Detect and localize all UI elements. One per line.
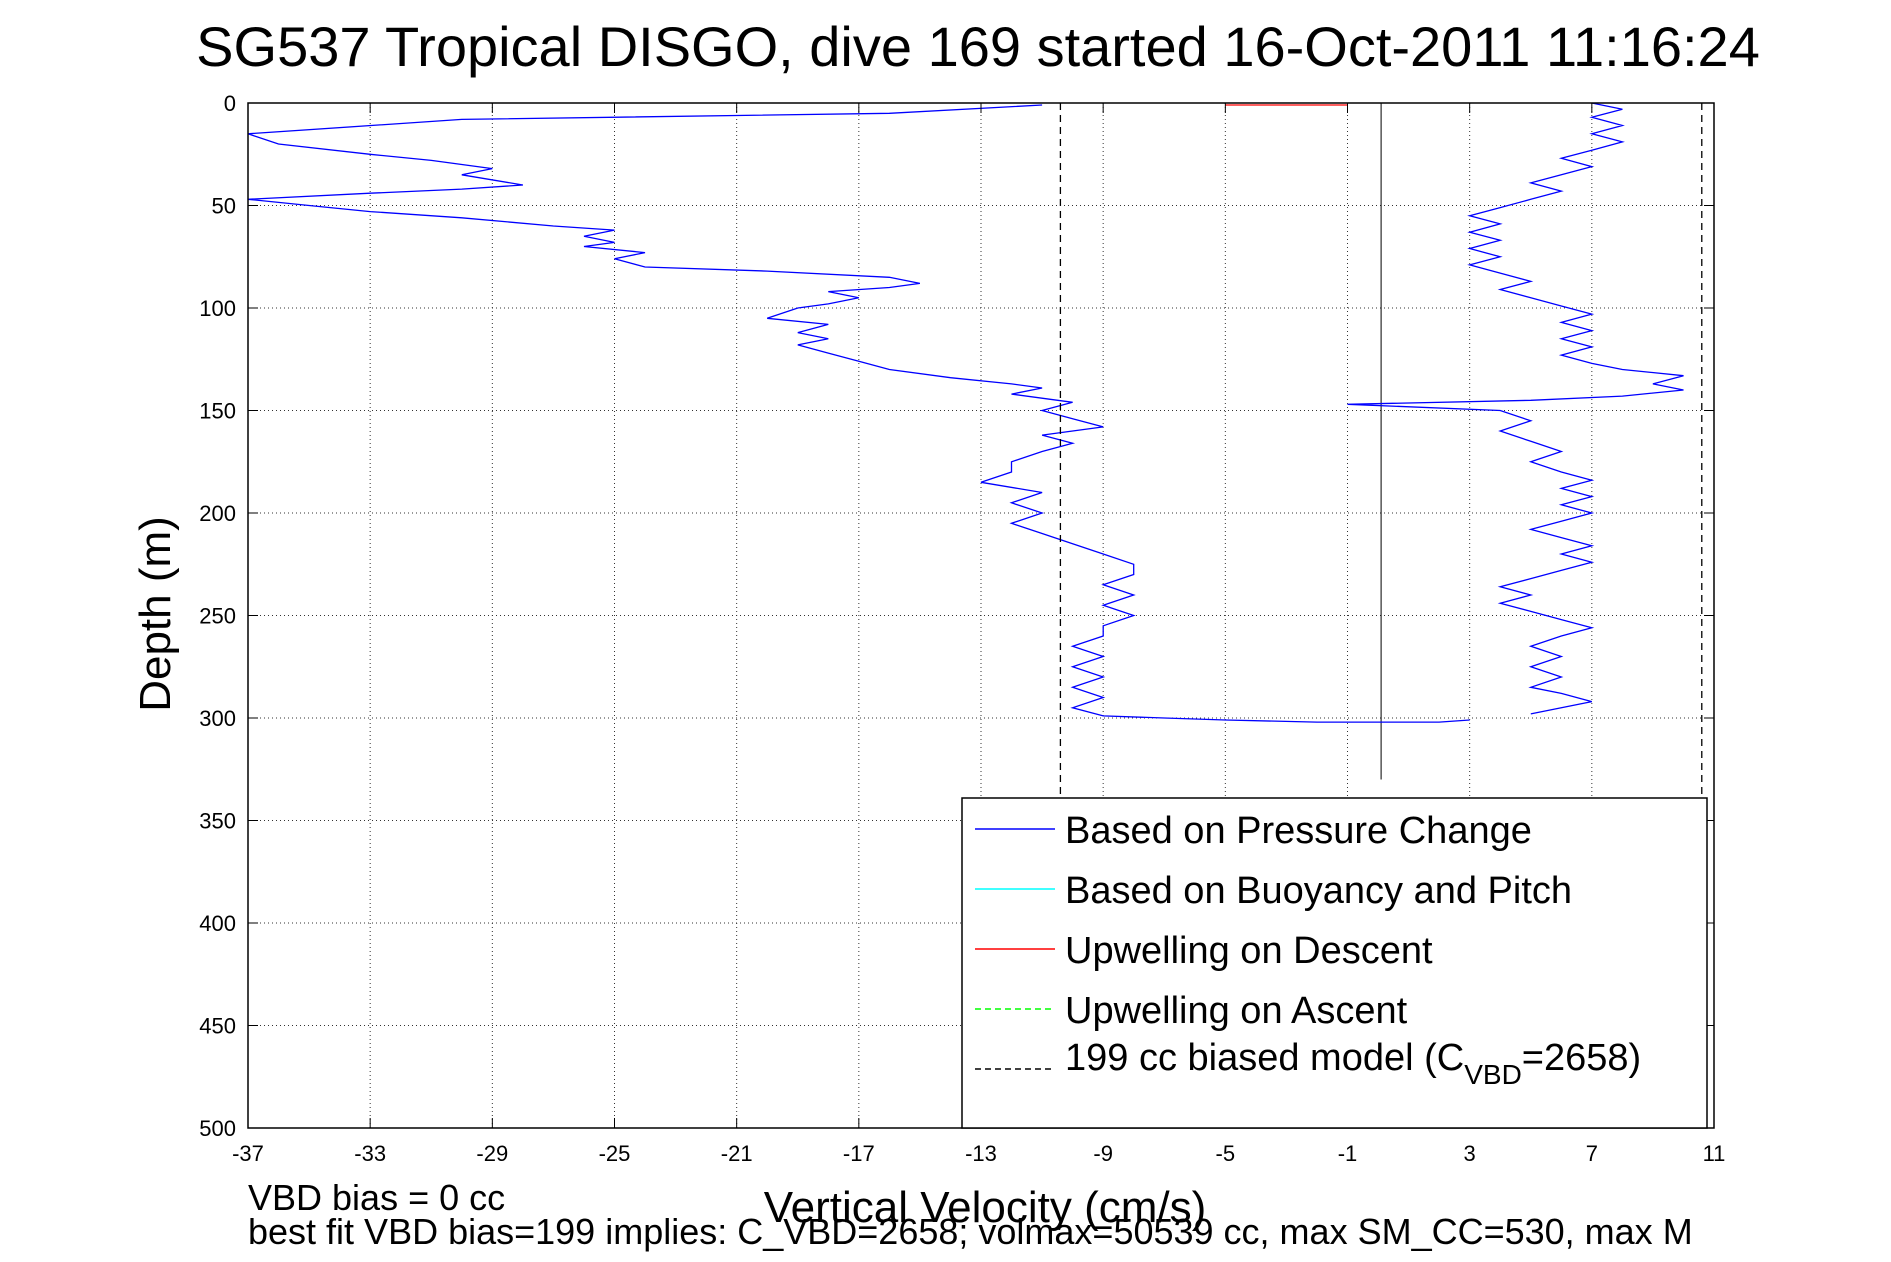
x-tick-label: 11 bbox=[1703, 1141, 1726, 1166]
x-tick-label: -1 bbox=[1338, 1141, 1358, 1166]
y-tick-label: 0 bbox=[224, 91, 236, 116]
legend-label-up-ascent: Upwelling on Ascent bbox=[1065, 990, 1408, 1032]
y-tick-label: 150 bbox=[199, 399, 236, 424]
x-tick-label: -29 bbox=[476, 1141, 508, 1166]
y-tick-label: 350 bbox=[199, 809, 236, 834]
chart-title: SG537 Tropical DISGO, dive 169 started 1… bbox=[196, 15, 1760, 78]
y-tick-label: 400 bbox=[199, 911, 236, 936]
footnote-line-2: best fit VBD bias=199 implies: C_VBD=265… bbox=[248, 1211, 1693, 1252]
y-axis-label: Depth (m) bbox=[131, 516, 180, 712]
x-tick-label: -37 bbox=[232, 1141, 264, 1166]
y-axis-ticks: 0 50 100 150 200 250 300 350 400 450 500 bbox=[199, 91, 1714, 1141]
y-tick-label: 200 bbox=[199, 501, 236, 526]
x-tick-label: -33 bbox=[354, 1141, 386, 1166]
series-pressure-line bbox=[247, 104, 1470, 723]
x-tick-label: -21 bbox=[721, 1141, 753, 1166]
x-axis-label: Vertical Velocity (cm/s) bbox=[764, 1183, 1207, 1232]
x-tick-label: -25 bbox=[599, 1141, 631, 1166]
legend: Based on Pressure Change Based on Buoyan… bbox=[961, 797, 1708, 1129]
x-tick-label: -13 bbox=[965, 1141, 997, 1166]
legend-label-pressure: Based on Pressure Change bbox=[1065, 810, 1532, 852]
y-tick-label: 250 bbox=[199, 604, 236, 629]
y-tick-label: 500 bbox=[199, 1116, 236, 1141]
y-tick-label: 450 bbox=[199, 1014, 236, 1039]
x-tick-label: 7 bbox=[1586, 1141, 1598, 1166]
x-tick-label: -5 bbox=[1216, 1141, 1236, 1166]
x-tick-label: -17 bbox=[843, 1141, 875, 1166]
legend-box bbox=[961, 797, 1708, 1129]
footnote-line-1: VBD bias = 0 cc bbox=[248, 1177, 505, 1218]
y-tick-label: 100 bbox=[199, 296, 236, 321]
legend-label-buoyancy: Based on Buoyancy and Pitch bbox=[1065, 870, 1572, 912]
series-pressure-line bbox=[1347, 102, 1684, 715]
y-tick-label: 50 bbox=[212, 194, 236, 219]
legend-label-up-descent: Upwelling on Descent bbox=[1065, 930, 1433, 972]
x-tick-label: 3 bbox=[1464, 1141, 1476, 1166]
y-tick-label: 300 bbox=[199, 706, 236, 731]
legend-label-model: 199 cc biased model (CVBD=2658) bbox=[1065, 1037, 1641, 1090]
x-tick-label: -9 bbox=[1093, 1141, 1113, 1166]
